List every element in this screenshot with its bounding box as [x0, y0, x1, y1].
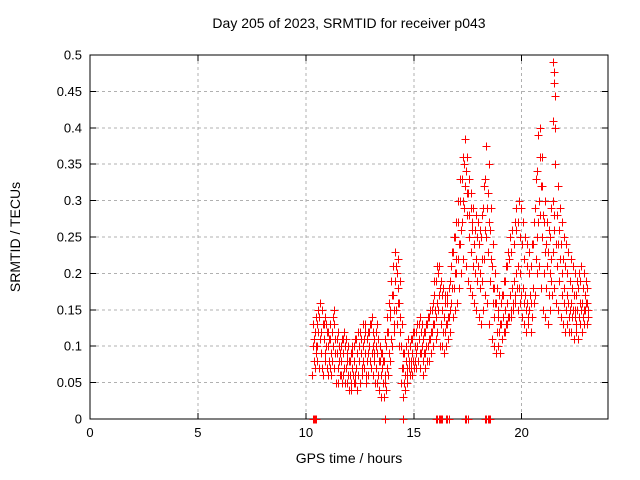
- x-tick-label: 10: [299, 425, 313, 440]
- chart-title: Day 205 of 2023, SRMTID for receiver p04…: [212, 15, 486, 31]
- y-tick-label: 0.05: [57, 375, 82, 390]
- y-tick-label: 0.25: [57, 230, 82, 245]
- x-tick-label: 5: [194, 425, 201, 440]
- x-tick-label: 0: [86, 425, 93, 440]
- y-tick-label: 0.1: [64, 339, 82, 354]
- y-tick-label: 0.45: [57, 84, 82, 99]
- y-tick-label: 0: [75, 412, 82, 427]
- x-axis-title: GPS time / hours: [295, 450, 403, 466]
- y-tick-label: 0.15: [57, 302, 82, 317]
- y-tick-label: 0.3: [64, 193, 82, 208]
- x-tick-label: 20: [514, 425, 528, 440]
- y-tick-label: 0.5: [64, 48, 82, 63]
- y-tick-label: 0.2: [64, 266, 82, 281]
- y-tick-label: 0.4: [64, 120, 82, 135]
- x-tick-label: 15: [407, 425, 421, 440]
- y-tick-label: 0.35: [57, 157, 82, 172]
- scatter-points: [308, 58, 593, 424]
